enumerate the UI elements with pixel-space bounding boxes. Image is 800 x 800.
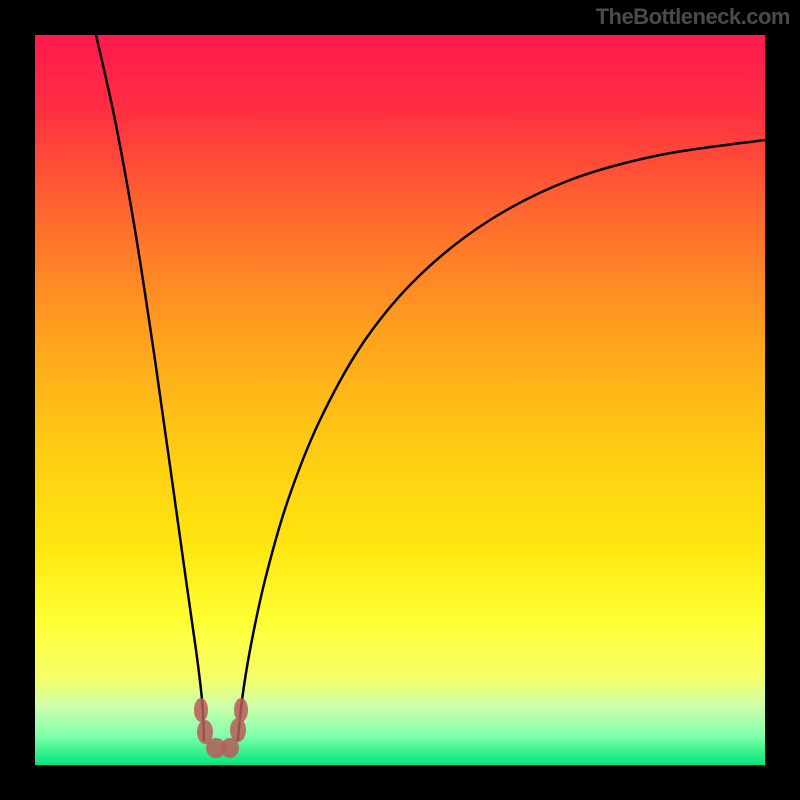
bottleneck-curve-chart <box>0 0 800 800</box>
bottom-marker-4 <box>230 718 246 742</box>
attribution-watermark: TheBottleneck.com <box>596 4 790 30</box>
plot-background <box>35 35 765 765</box>
chart-container: TheBottleneck.com <box>0 0 800 800</box>
bottom-marker-0 <box>194 698 208 722</box>
bottom-marker-5 <box>234 698 248 722</box>
